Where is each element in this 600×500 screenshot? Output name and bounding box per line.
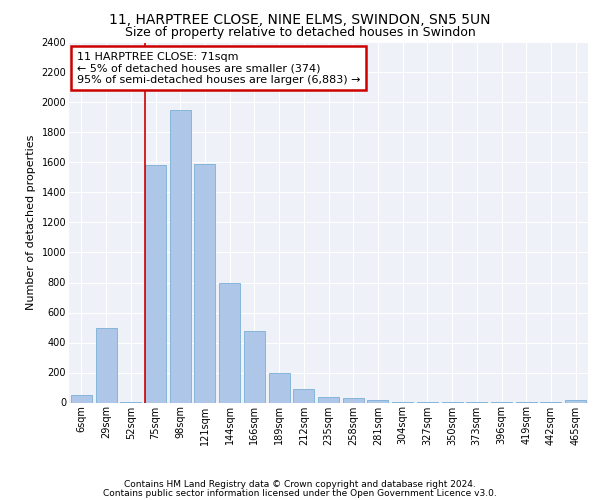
Bar (95, 328, 116, 402)
Text: 11, HARPTREE CLOSE, NINE ELMS, SWINDON, SN5 5UN: 11, HARPTREE CLOSE, NINE ELMS, SWINDON, … (109, 12, 491, 26)
Y-axis label: Number of detached properties: Number of detached properties (26, 135, 36, 310)
Bar (194, 164, 215, 402)
Bar (343, 398, 364, 402)
Text: Size of property relative to detached houses in Swindon: Size of property relative to detached ho… (125, 26, 475, 39)
Bar (71, 395, 92, 402)
Text: 11 HARPTREE CLOSE: 71sqm
← 5% of detached houses are smaller (374)
95% of semi-d: 11 HARPTREE CLOSE: 71sqm ← 5% of detache… (77, 52, 360, 84)
Bar (367, 400, 388, 402)
Bar (318, 397, 339, 402)
Bar (145, 166, 166, 402)
Bar (219, 282, 240, 403)
Bar (170, 110, 191, 403)
Bar (293, 389, 314, 402)
Text: Contains public sector information licensed under the Open Government Licence v3: Contains public sector information licen… (103, 488, 497, 498)
Bar (244, 330, 265, 402)
Bar (269, 372, 290, 402)
Text: Contains HM Land Registry data © Crown copyright and database right 2024.: Contains HM Land Registry data © Crown c… (124, 480, 476, 489)
Bar (565, 400, 586, 402)
